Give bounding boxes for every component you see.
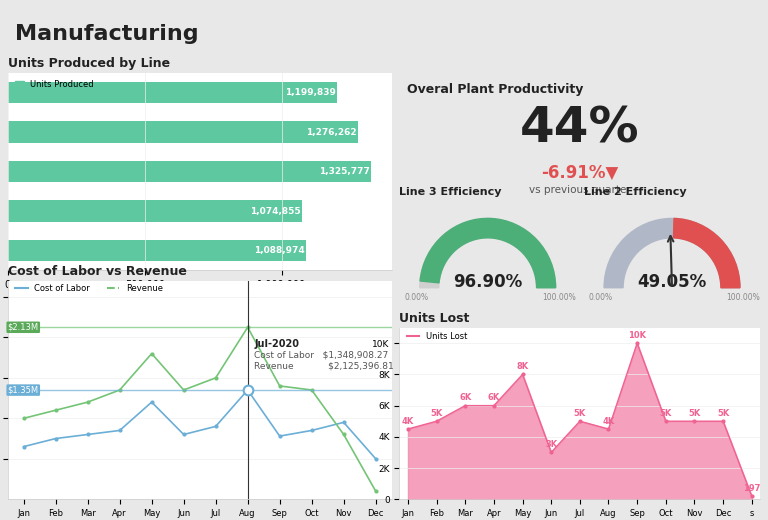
Bar bbox=[8, 82, 337, 103]
Cost of Labor bbox=[243, 387, 252, 393]
Cost of Labor bbox=[83, 432, 92, 438]
Cost of Labor bbox=[371, 456, 380, 462]
Cost of Labor bbox=[147, 399, 157, 405]
Text: 5K: 5K bbox=[574, 409, 586, 418]
Text: vs previous quarter: vs previous quarter bbox=[529, 185, 631, 195]
Text: 5K: 5K bbox=[660, 409, 672, 418]
Legend: Units Lost: Units Lost bbox=[403, 328, 471, 344]
Wedge shape bbox=[420, 218, 555, 288]
Revenue bbox=[243, 324, 252, 330]
Text: 100.00%: 100.00% bbox=[727, 293, 760, 302]
Revenue bbox=[51, 407, 60, 413]
Revenue bbox=[339, 432, 349, 438]
Bar bbox=[8, 161, 371, 183]
Text: 8K: 8K bbox=[517, 362, 528, 371]
Text: Line 3 Efficiency: Line 3 Efficiency bbox=[399, 187, 502, 197]
Text: 4K: 4K bbox=[402, 417, 414, 426]
Text: 5K: 5K bbox=[688, 409, 700, 418]
Revenue bbox=[211, 375, 220, 381]
Text: 3K: 3K bbox=[545, 440, 558, 449]
Wedge shape bbox=[604, 218, 740, 288]
Line: Revenue: Revenue bbox=[22, 326, 377, 492]
Text: 1,325,777: 1,325,777 bbox=[319, 167, 370, 176]
Text: 1,199,839: 1,199,839 bbox=[284, 88, 336, 97]
Text: 44%: 44% bbox=[520, 105, 640, 153]
Bar bbox=[8, 200, 303, 222]
Legend: Units Produced: Units Produced bbox=[12, 77, 97, 93]
Revenue bbox=[275, 383, 284, 389]
Text: Manufacturing: Manufacturing bbox=[15, 24, 199, 44]
Text: $2.13M: $2.13M bbox=[8, 323, 39, 332]
Cost of Labor bbox=[339, 419, 349, 425]
Text: Overal Plant Productivity: Overal Plant Productivity bbox=[406, 83, 583, 96]
Text: Line 2 Efficiency: Line 2 Efficiency bbox=[584, 187, 687, 197]
Text: 6K: 6K bbox=[488, 394, 500, 402]
Text: 1,088,974: 1,088,974 bbox=[254, 246, 305, 255]
Text: 100.00%: 100.00% bbox=[542, 293, 576, 302]
Cost of Labor bbox=[19, 444, 28, 450]
Revenue bbox=[179, 387, 188, 393]
Cost of Labor bbox=[275, 433, 284, 439]
Text: 197: 197 bbox=[743, 484, 760, 493]
Text: Jul-2020: Jul-2020 bbox=[254, 339, 299, 349]
Text: $1.35M: $1.35M bbox=[8, 386, 39, 395]
Cost of Labor bbox=[115, 427, 124, 434]
Text: 0.00%: 0.00% bbox=[588, 293, 613, 302]
Legend: Cost of Labor, Revenue: Cost of Labor, Revenue bbox=[12, 281, 166, 296]
Cost of Labor bbox=[179, 432, 188, 438]
Revenue bbox=[147, 350, 157, 357]
Text: 10K: 10K bbox=[628, 331, 646, 340]
Text: 1,074,855: 1,074,855 bbox=[250, 206, 301, 216]
Line: Cost of Labor: Cost of Labor bbox=[22, 388, 377, 460]
Text: 6K: 6K bbox=[459, 394, 472, 402]
Revenue bbox=[307, 387, 316, 393]
Text: -6.91%▼: -6.91%▼ bbox=[541, 164, 618, 181]
Revenue bbox=[371, 488, 380, 494]
Cost of Labor bbox=[307, 427, 316, 434]
Text: Units Lost: Units Lost bbox=[399, 312, 470, 325]
Revenue bbox=[115, 387, 124, 393]
Cost of Labor bbox=[51, 435, 60, 441]
Text: 0.00%: 0.00% bbox=[404, 293, 429, 302]
Text: Units Produced by Line: Units Produced by Line bbox=[8, 57, 170, 70]
Text: Cost of Labor vs Revenue: Cost of Labor vs Revenue bbox=[8, 265, 187, 278]
Bar bbox=[8, 121, 358, 143]
Text: Cost of Labor   $1,348,908.27: Cost of Labor $1,348,908.27 bbox=[254, 350, 389, 360]
Text: Revenue            $2,125,396.81: Revenue $2,125,396.81 bbox=[254, 361, 394, 370]
Text: 4K: 4K bbox=[602, 417, 614, 426]
Text: 49.05%: 49.05% bbox=[637, 273, 707, 291]
Text: 96.90%: 96.90% bbox=[453, 273, 522, 291]
Bar bbox=[8, 240, 306, 262]
Wedge shape bbox=[420, 218, 555, 288]
Revenue bbox=[19, 415, 28, 421]
Text: 5K: 5K bbox=[717, 409, 729, 418]
Text: 1,276,262: 1,276,262 bbox=[306, 127, 356, 137]
Text: 5K: 5K bbox=[431, 409, 442, 418]
Revenue bbox=[83, 399, 92, 405]
Cost of Labor bbox=[211, 423, 220, 430]
Wedge shape bbox=[674, 218, 740, 288]
